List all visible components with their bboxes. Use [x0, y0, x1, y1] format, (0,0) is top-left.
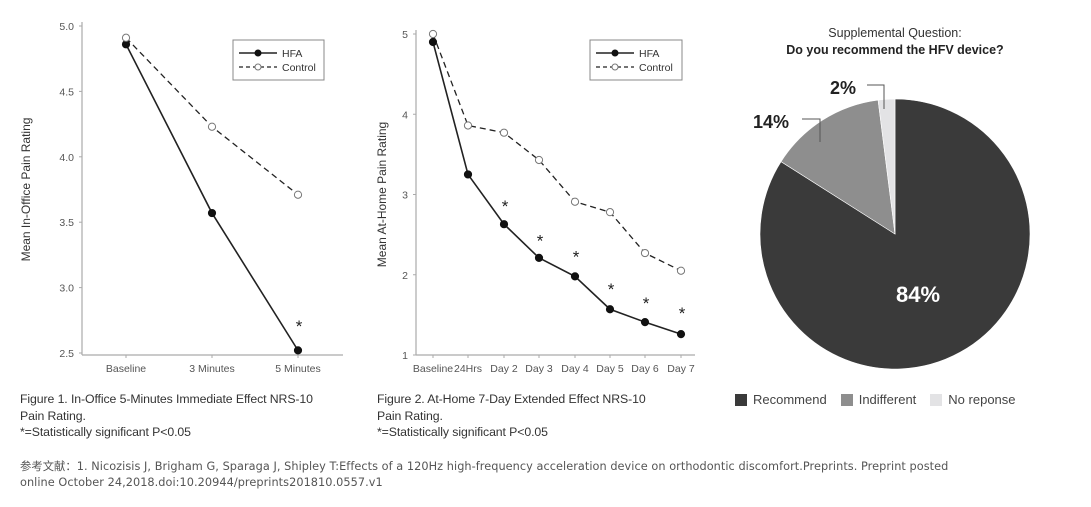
fig2-legend-marker-control: [611, 63, 619, 71]
fig2-x-tick-label: Baseline: [413, 363, 453, 375]
fig2-legend-box: [589, 39, 683, 81]
fig2-significance-asterisk: *: [537, 232, 544, 251]
pie-title: Supplemental Question:: [828, 26, 962, 40]
fig1-series-control-point: [293, 190, 303, 199]
fig1-legend-box: [232, 39, 325, 81]
fig2-series-control-line: [432, 33, 682, 272]
pie-slice-indifferent: [780, 99, 896, 235]
figure2-caption-note: *=Statistically significant P<0.05: [377, 425, 548, 439]
fig1-y-tick-label: 4.5: [59, 86, 74, 98]
fig2-series-hfa-point: [428, 37, 438, 47]
fig2-series-hfa-point: [605, 305, 615, 314]
legend-swatch-indifferent: [840, 393, 853, 406]
fig2-series-control-point: [534, 155, 544, 165]
figure1-caption-title: Figure 1. In-Office 5-Minutes Immediate …: [20, 392, 313, 406]
fig1-significance-asterisk: *: [296, 317, 303, 336]
fig2-series-hfa-point: [676, 330, 686, 339]
pie-subtitle: Do you recommend the HFV device?: [786, 43, 1004, 57]
legend-label-recommend: Recommend: [753, 392, 827, 407]
figure1-caption-note: *=Statistically significant P<0.05: [20, 425, 191, 439]
fig1-y-tick-label: 3.5: [59, 217, 74, 229]
fig1-series-control-point: [207, 122, 217, 131]
fig2-legend-label-control: Control: [639, 62, 673, 74]
reference: 参考文献：1. Nicozisis J, Brigham G, Sparaga …: [20, 459, 948, 490]
legend-item-no-response: No reponse: [930, 392, 1016, 407]
fig1-series-control-point: [121, 33, 131, 42]
fig2-significance-asterisk: *: [502, 197, 509, 216]
reference-line-1: 参考文献：1. Nicozisis J, Brigham G, Sparaga …: [20, 460, 949, 473]
fig2-series-control-point: [428, 29, 438, 39]
legend-item-indifferent: Indifferent: [840, 392, 917, 407]
pie-label-no-response: 2%: [830, 78, 856, 98]
fig2-significance-asterisk: *: [643, 294, 650, 313]
fig2-legend-label-hfa: HFA: [639, 48, 659, 60]
fig2-significance-asterisk: *: [679, 304, 686, 323]
fig1-legend-marker-hfa: [254, 49, 262, 57]
fig2-x-tick-label: Day 7: [667, 363, 695, 375]
fig1-legend-label-hfa: HFA: [282, 48, 302, 60]
fig2-y-tick-label: 1: [402, 350, 408, 362]
fig2-x-tick-label: 24Hrs: [454, 363, 482, 375]
fig1-series-hfa-line: [125, 43, 299, 351]
fig2-y-tick-label: 5: [402, 29, 408, 41]
fig1-x-tick-label: 3 Minutes: [189, 363, 235, 375]
pie-slice-no-reponse: [877, 98, 896, 235]
fig2-x-tick-label: Day 6: [631, 363, 659, 375]
fig2-x-tick-label: Day 4: [561, 363, 589, 375]
fig2-series-control-point: [676, 266, 686, 275]
legend-item-recommend: Recommend: [735, 392, 827, 407]
pie-leader-no-response: [867, 84, 885, 109]
legend-label-no-response: No reponse: [948, 392, 1016, 407]
pie-label-recommend: 84%: [896, 282, 940, 307]
fig2-series-control-point: [570, 197, 580, 206]
fig1-y-tick-label: 4.0: [59, 152, 74, 164]
fig2-legend-marker-hfa: [611, 49, 619, 57]
fig2-x-tick-label: Day 3: [525, 363, 553, 375]
figure2-caption-title-cont: Pain Rating.: [377, 408, 443, 423]
legend-swatch-no-response: [930, 393, 943, 406]
fig1-series-hfa-point: [293, 346, 303, 355]
fig2-series-hfa-point: [570, 272, 580, 281]
pie-leader-indifferent: [802, 118, 821, 142]
fig1-y-tick-label: 3.0: [59, 283, 74, 295]
fig1-legend-marker-control: [254, 63, 262, 71]
fig1-y-axis-label: Mean In-Office Pain Rating: [19, 118, 33, 262]
fig2-x-tick-label: Day 5: [596, 363, 624, 375]
fig2-y-axis-label: Mean At-Home Pain Rating: [375, 122, 389, 267]
fig1-x-tick-label: 5 Minutes: [275, 363, 321, 375]
fig2-significance-asterisk: *: [608, 280, 615, 299]
reference-line-2: online October 24,2018.doi:10.20944/prep…: [20, 475, 383, 489]
fig2-series-control-point: [605, 208, 615, 217]
pie-label-indifferent: 14%: [753, 112, 789, 132]
fig2-y-tick-label: 3: [402, 190, 408, 202]
figure2-caption: Figure 2. At-Home 7-Day Extended Effect …: [377, 391, 646, 441]
pie-legend: Recommend Indifferent No reponse: [735, 392, 1030, 407]
fig2-series-hfa-point: [463, 170, 473, 179]
fig1-y-tick-label: 2.5: [59, 348, 74, 360]
figure2-caption-title: Figure 2. At-Home 7-Day Extended Effect …: [377, 392, 646, 406]
figure1-caption-title-cont: Pain Rating.: [20, 408, 86, 423]
fig2-x-tick-label: Day 2: [490, 363, 518, 375]
fig2-series-hfa-line: [432, 41, 682, 335]
fig1-series-hfa-point: [207, 208, 217, 218]
fig2-series-control-point: [463, 121, 473, 130]
fig2-series-hfa-point: [534, 253, 544, 262]
fig2-series-control-point: [640, 248, 650, 258]
fig2-y-tick-label: 4: [402, 109, 408, 121]
figure1-caption: Figure 1. In-Office 5-Minutes Immediate …: [20, 391, 313, 441]
fig1-x-tick-label: Baseline: [106, 363, 146, 375]
fig2-significance-asterisk: *: [573, 248, 580, 267]
fig2-series-control-point: [499, 128, 509, 137]
fig2-y-tick-label: 2: [402, 270, 408, 282]
fig1-y-tick-label: 5.0: [59, 21, 74, 33]
legend-label-indifferent: Indifferent: [858, 392, 917, 407]
fig2-series-hfa-point: [640, 317, 650, 327]
legend-swatch-recommend: [735, 393, 747, 406]
fig2-series-hfa-point: [499, 220, 509, 229]
fig1-legend-label-control: Control: [282, 62, 316, 74]
